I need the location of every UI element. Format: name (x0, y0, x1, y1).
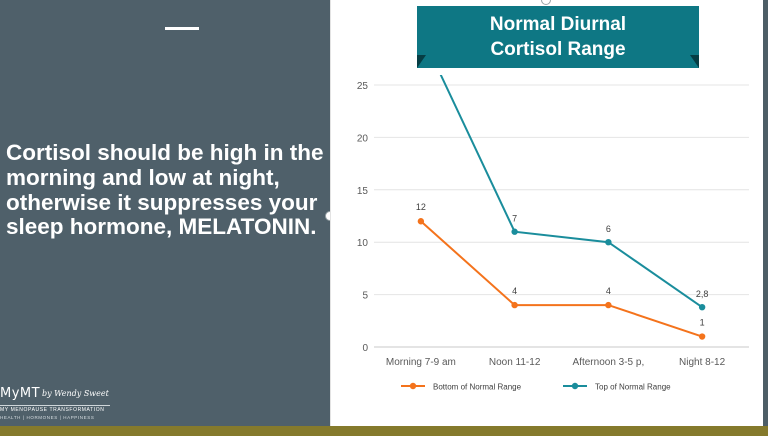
headline-text: Cortisol should be high in the morning a… (6, 140, 324, 240)
y-tick-label: 10 (357, 238, 369, 249)
data-point (605, 239, 612, 246)
banner-fold-right (690, 55, 699, 68)
x-tick-label: Noon 11-12 (489, 357, 541, 368)
accent-dash (165, 27, 199, 30)
data-point (698, 303, 706, 311)
data-label: 1 (700, 318, 705, 328)
legend-label: Bottom of Normal Range (433, 383, 522, 392)
chart-title: Normal Diurnal Cortisol Range (489, 14, 627, 60)
data-label: 4 (512, 286, 517, 296)
slide-edge (763, 0, 768, 426)
data-label: 12 (416, 202, 426, 212)
chart-card: 0 5 10 15 20 25 Morning 7-9 am Noon 11-12 Aftern… (330, 0, 764, 426)
y-tick-label: 0 (362, 343, 368, 354)
series-line (439, 75, 703, 308)
data-label: 4 (606, 286, 611, 296)
logo-subtagline: HEALTH | HORMONES | HAPPINESS (0, 415, 95, 420)
legend-marker (571, 382, 579, 390)
y-tick-label: 5 (362, 291, 368, 302)
chart-title-banner: Normal Diurnal Cortisol Range (417, 6, 699, 68)
data-label: 6 (606, 224, 611, 234)
x-tick-label: Night 8-12 (679, 357, 726, 368)
legend-marker (409, 382, 417, 390)
series-line (420, 220, 703, 338)
logo-divider (0, 405, 110, 406)
cortisol-line-chart: 0 5 10 15 20 25 Morning 7-9 am Noon 11-12 Aftern… (357, 75, 749, 392)
data-point (605, 301, 612, 309)
logo-tagline: MY MENOPAUSE TRANSFORMATION (0, 407, 105, 413)
data-point (698, 333, 706, 340)
data-point (417, 218, 425, 225)
y-tick-label: 25 (357, 81, 369, 92)
footer-bar (0, 426, 768, 436)
x-tick-label: Morning 7-9 am (386, 357, 456, 368)
logo-wordmark: MyMT (0, 386, 41, 401)
data-point (511, 228, 518, 235)
y-tick-label: 20 (357, 133, 369, 144)
legend-label: Top of Normal Range (595, 383, 671, 392)
data-label: 7 (512, 214, 517, 224)
banner-fold-left (417, 55, 426, 68)
mymt-logo: MyMT by Wendy Sweet MY MENOPAUSE TRANSFO… (0, 386, 118, 426)
text-panel: Cortisol should be high in the morning a… (0, 0, 330, 426)
data-point (511, 301, 518, 309)
x-tick-label: Afternoon 3-5 p, (573, 357, 645, 368)
logo-signature: by Wendy Sweet (42, 389, 109, 398)
y-tick-label: 15 (357, 186, 369, 197)
data-label: 2,8 (696, 289, 709, 299)
